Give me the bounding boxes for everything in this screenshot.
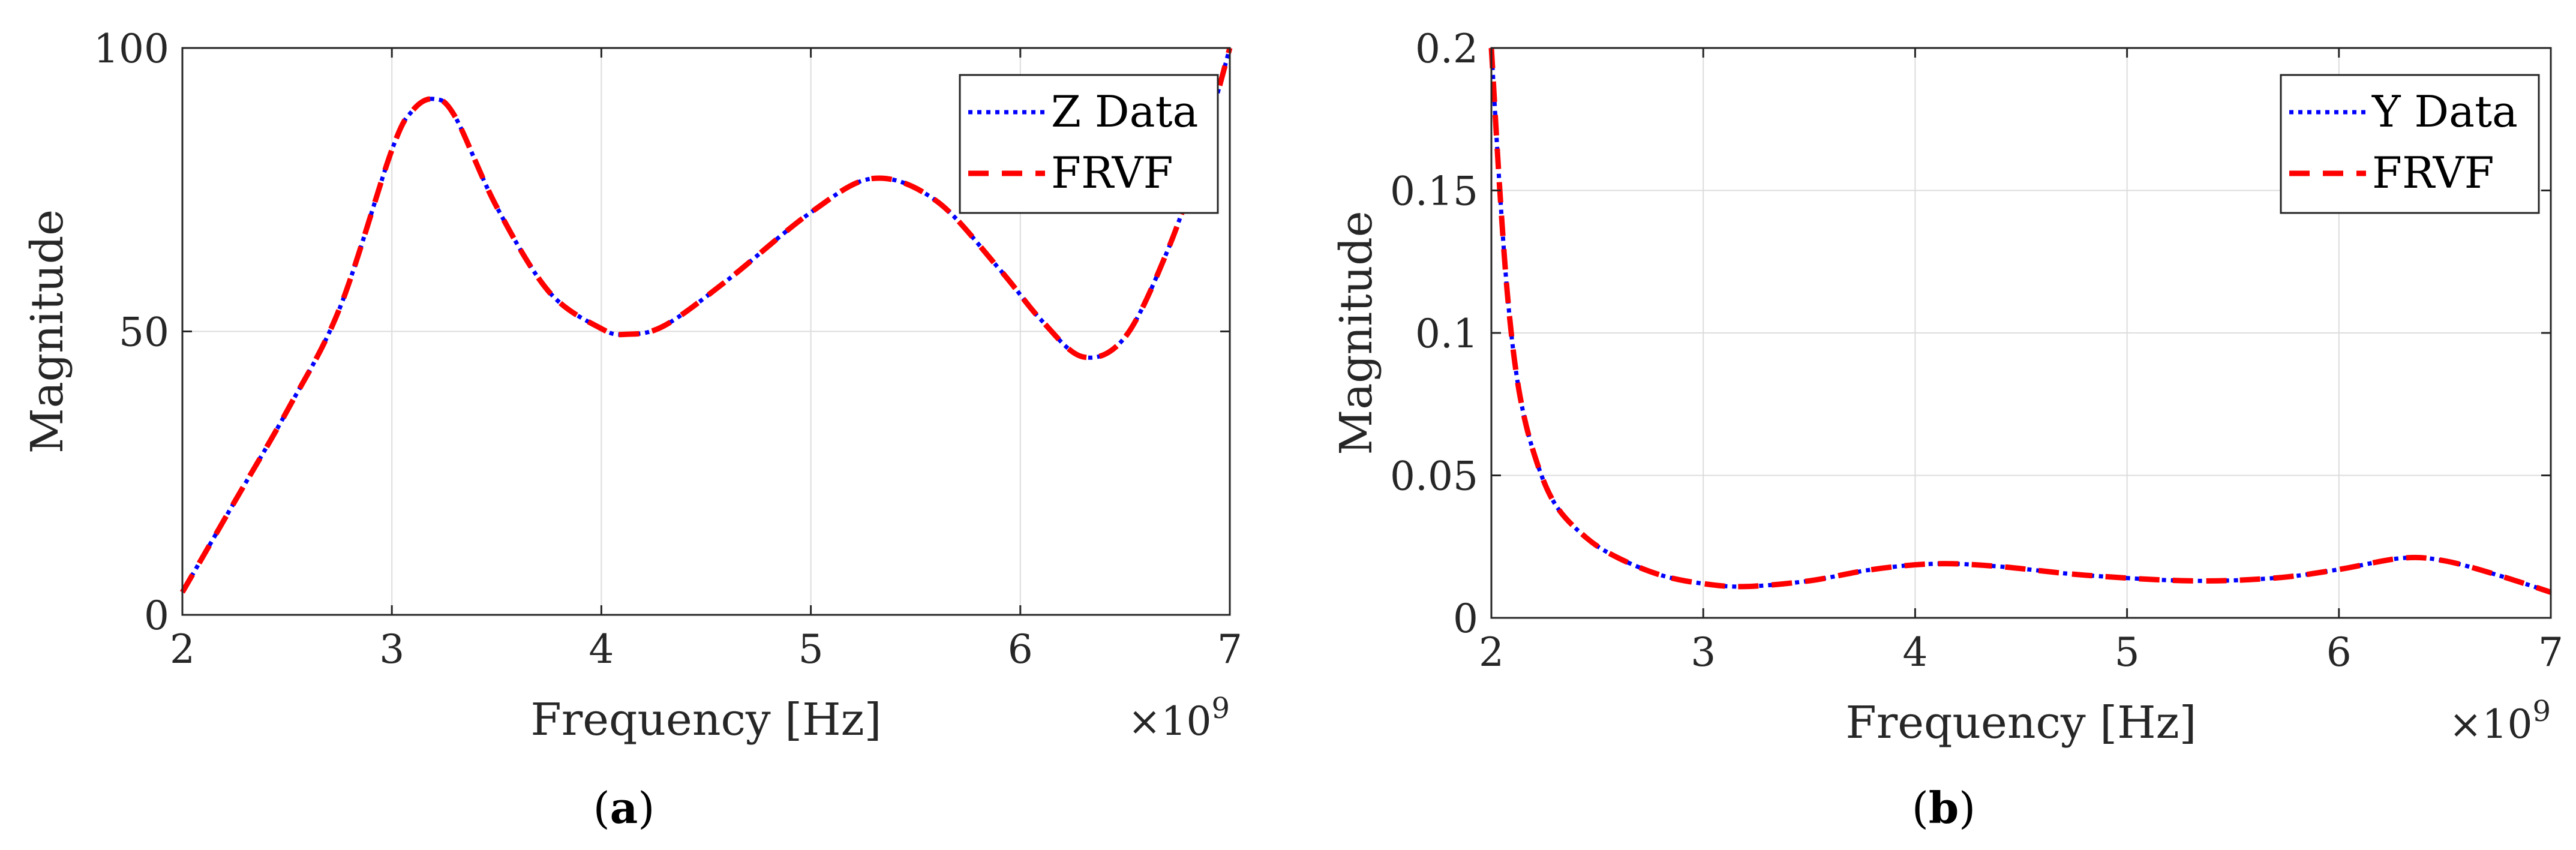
x-multiplier: ×10	[2449, 701, 2532, 747]
legend: Z Data FRVF	[959, 74, 1219, 214]
legend-box	[2280, 74, 2540, 214]
series-line-frvf	[1488, 47, 2552, 595]
x-multiplier: ×10	[1128, 698, 1211, 744]
x-tick-label: 6	[1008, 626, 1033, 672]
x-tick-label: 4	[1902, 629, 1928, 675]
x-tick-label: 5	[2115, 629, 2140, 675]
x-axis-label: Frequency [Hz]	[530, 694, 881, 746]
panel-letter: a	[610, 782, 638, 833]
y-tick-label: 0.1	[1415, 311, 1478, 357]
y-tick-label: 0.15	[1390, 169, 1478, 215]
x-exponent: 9	[2532, 695, 2551, 728]
legend-label: Z Data	[1051, 86, 1198, 137]
x-tick-label: 3	[379, 626, 404, 672]
x-tick-label: 4	[589, 626, 614, 672]
x-tick-label: 5	[798, 626, 824, 672]
x-exponent: 9	[1211, 692, 1230, 725]
y-tick-label: 0.05	[1390, 453, 1478, 500]
chart-panel-a: 2 3 4 5 6 7 0 50 100 ×109 Frequency [Hz] Magnitude Z…	[22, 26, 1242, 833]
y-axis-label: Magnitude	[22, 209, 73, 453]
x-tick-label: 2	[170, 626, 195, 672]
x-tick-label: 3	[1691, 629, 1716, 675]
y-tick-label: 100	[94, 26, 169, 72]
legend-label: FRVF	[2372, 148, 2494, 198]
x-tick-label: 7	[2538, 629, 2563, 675]
y-tick-label: 0	[144, 593, 169, 639]
x-exponent-label: ×109	[2449, 695, 2551, 747]
legend: Y Data FRVF	[2280, 74, 2540, 214]
panel-caption: (a)	[593, 782, 655, 833]
legend-label: Y Data	[2371, 86, 2518, 137]
y-axis-label: Magnitude	[1331, 211, 1382, 455]
series-line-frvf	[180, 47, 1233, 594]
chart-panel-b: 2 3 4 5 6 7 0 0.05 0.1 0.15 0.2 ×109 Frequency [Hz] M…	[1331, 26, 2563, 833]
y-tick-label: 0.2	[1415, 26, 1478, 72]
y-tick-label: 50	[119, 310, 169, 356]
x-tick-label: 2	[1479, 629, 1504, 675]
legend-box	[959, 74, 1219, 214]
x-tick-label: 7	[1217, 626, 1242, 672]
x-axis-label: Frequency [Hz]	[1845, 697, 2196, 749]
y-tick-label: 0	[1453, 596, 1478, 642]
panel-caption: (b)	[1912, 782, 1976, 833]
x-tick-label: 6	[2326, 629, 2352, 675]
panel-letter: b	[1929, 782, 1959, 833]
x-exponent-label: ×109	[1128, 692, 1230, 744]
legend-label: FRVF	[1051, 148, 1173, 198]
